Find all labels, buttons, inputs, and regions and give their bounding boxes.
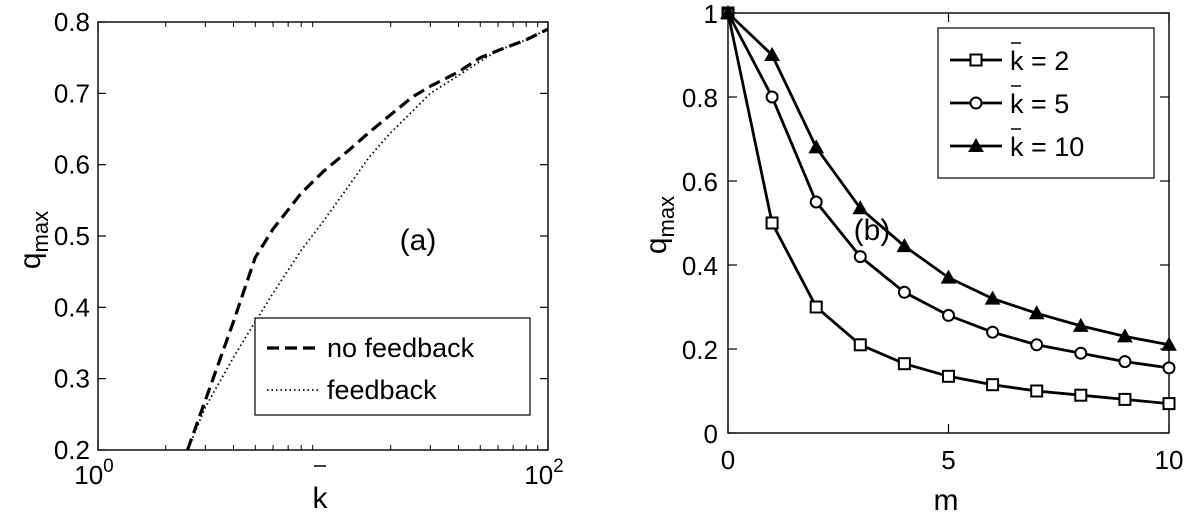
data-point-circle — [942, 308, 955, 322]
data-point-circle — [986, 325, 1000, 339]
x-tick-label: 10 — [1155, 445, 1184, 475]
x-tick-base: 10 — [74, 460, 103, 490]
data-point-triangle — [1072, 317, 1089, 332]
y-axis-label-main: q — [14, 252, 47, 269]
legend-marker-triangle — [968, 137, 984, 152]
data-point-square — [853, 338, 867, 352]
data-point-square — [765, 216, 779, 230]
panel-annotation-b: (b) — [854, 214, 891, 247]
data-point-triangle — [852, 200, 869, 215]
y-tick-label: 0.5 — [54, 221, 90, 251]
legend-label: k = 2 — [1010, 46, 1069, 76]
data-point-circle — [1118, 355, 1132, 369]
data-point-square — [1118, 392, 1132, 406]
data-point-triangle — [1028, 305, 1045, 320]
y-tick-label: 0.8 — [54, 7, 90, 37]
y-tick-label: 0.2 — [54, 435, 90, 465]
data-point-circle — [765, 90, 779, 104]
data-point-triangle — [1161, 336, 1177, 351]
y-axis-label-sub: max — [654, 196, 679, 238]
data-point-circle — [1074, 346, 1088, 360]
series-line-feedback — [186, 28, 549, 451]
y-tick-label: 0.4 — [54, 292, 90, 322]
legend-label: feedback — [327, 375, 437, 405]
data-point-triangle — [720, 4, 736, 19]
x-tick-exponent: 0 — [103, 456, 114, 477]
y-tick-label: 0.2 — [682, 335, 718, 365]
legend-marker-square — [969, 53, 983, 67]
x-tick-label: 5 — [941, 445, 955, 475]
data-point-square — [986, 378, 1000, 392]
data-point-square — [897, 357, 911, 371]
y-axis-label-sub: max — [28, 211, 53, 253]
panel-b: 0 5 10 0 0.2 0.4 0.6 0.8 1 m qmax (b) k = 2 k = 5 k = … — [640, 0, 1183, 517]
legend-a — [254, 317, 531, 416]
legend-label: k = 10 — [1010, 132, 1084, 162]
y-tick-label: 0.6 — [682, 167, 718, 197]
x-tick-label: 100 — [74, 456, 114, 490]
data-point-square — [1030, 384, 1044, 398]
data-point-circle — [1162, 361, 1176, 375]
data-point-circle — [897, 285, 911, 299]
legend-label: k = 5 — [1010, 89, 1069, 119]
y-axis-label: qmax — [14, 211, 53, 269]
data-point-square — [809, 300, 823, 314]
data-point-triangle — [1117, 328, 1133, 343]
data-point-circle — [853, 250, 867, 264]
data-point-square — [942, 369, 955, 383]
data-point-square — [1074, 388, 1088, 402]
y-axis-label: qmax — [640, 196, 679, 254]
legend-label: no feedback — [327, 333, 475, 363]
data-point-square — [1162, 397, 1176, 411]
y-tick-label: 0.4 — [682, 251, 718, 281]
data-point-triangle — [940, 269, 957, 284]
y-tick-label: 1 — [704, 0, 718, 29]
y-axis-label-main: q — [640, 237, 673, 254]
data-point-triangle — [896, 238, 913, 253]
x-tick-label: 102 — [524, 456, 564, 490]
data-point-triangle — [808, 139, 825, 154]
legend-marker-circle — [969, 96, 983, 110]
y-tick-label: 0.6 — [54, 150, 90, 180]
x-tick-exponent: 2 — [553, 456, 564, 477]
x-tick-label: 0 — [721, 445, 735, 475]
data-point-circle — [1030, 338, 1044, 352]
data-point-circle — [809, 195, 823, 209]
x-tick-base: 10 — [524, 460, 553, 490]
data-point-triangle — [764, 46, 780, 61]
y-tick-label: 0.7 — [54, 78, 90, 108]
data-point-triangle — [984, 290, 1001, 305]
y-tick-label: 0 — [704, 419, 718, 449]
y-tick-label: 0.8 — [682, 83, 718, 113]
y-tick-label: 0.3 — [54, 364, 90, 394]
x-axis-label: m — [934, 484, 959, 517]
series-line-no-feedback — [185, 27, 549, 451]
panel-annotation-a: (a) — [400, 224, 437, 257]
x-axis-label: k — [313, 482, 329, 515]
